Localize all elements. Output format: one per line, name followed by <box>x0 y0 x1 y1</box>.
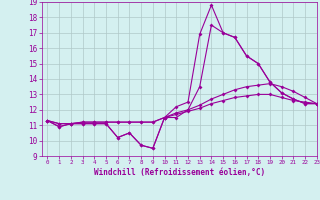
X-axis label: Windchill (Refroidissement éolien,°C): Windchill (Refroidissement éolien,°C) <box>94 168 265 177</box>
